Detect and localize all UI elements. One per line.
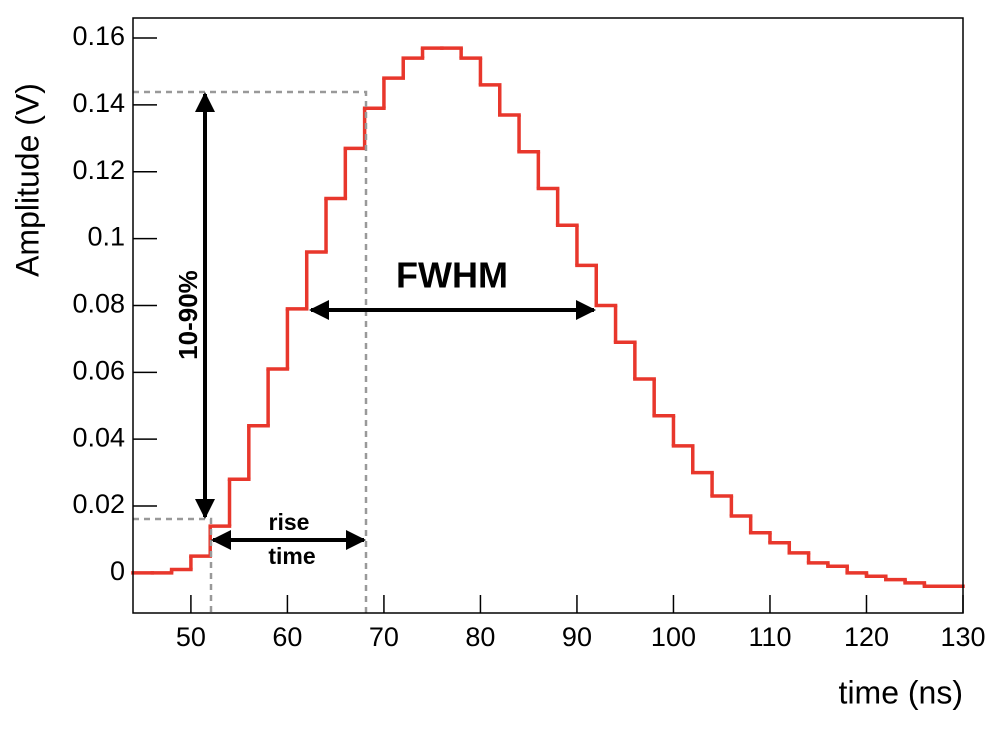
y-tick-label: 0.14 [72,88,125,118]
frame [132,17,964,614]
guide-90 [133,90,368,613]
x-tick-label: 80 [465,622,495,652]
x-tick-label: 90 [562,622,592,652]
y-tick-label: 0.06 [72,355,125,385]
x-axis-title: time (ns) [839,674,963,710]
guides [133,90,368,613]
x-tick-label: 120 [844,622,889,652]
y-tick-label: 0 [110,556,125,586]
y-axis-title: Amplitude (V) [9,83,45,277]
arrows [195,92,596,550]
y-tick-label: 0.12 [72,155,125,185]
fwhm-label: FWHM [396,255,508,296]
x-tick-label: 50 [176,622,206,652]
guide-10 [133,517,213,613]
y-tick-label: 0.1 [87,222,125,252]
y-tick-label: 0.08 [72,289,125,319]
x-tick-label: 60 [272,622,302,652]
y-tick-label: 0.16 [72,21,125,51]
y-tick-label: 0.02 [72,489,125,519]
rise-label: rise [269,509,310,535]
x-tick-label: 100 [651,622,696,652]
x-tick-label: 130 [940,622,985,652]
x-tick-label: 70 [369,622,399,652]
x-tick-label: 110 [748,622,791,652]
time-label: time [268,543,315,569]
range-label: 10-90% [173,270,203,360]
y-tick-label: 0.04 [72,422,125,452]
